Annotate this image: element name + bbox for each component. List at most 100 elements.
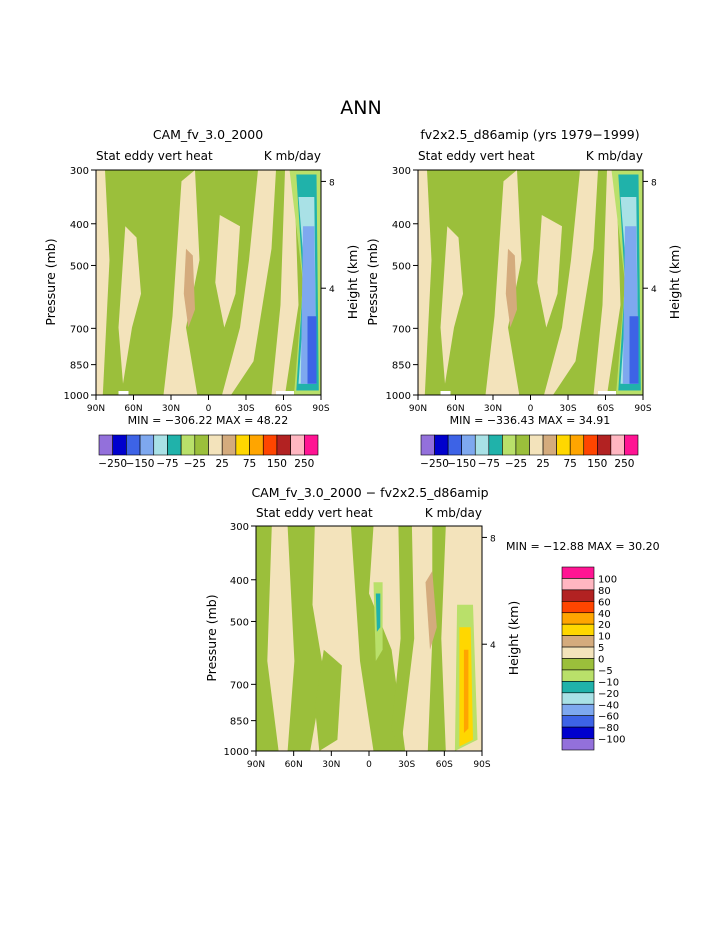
panel-1-ylabel-right: Height (km) <box>345 245 360 319</box>
panel-2-axes: 300 400 500 700 850 1000 8 4 90N 60N 30N 0 30S 60S 90S <box>386 166 657 414</box>
latitude-tick-label: 0 <box>366 760 372 770</box>
colorbar-label: −80 <box>598 723 619 734</box>
colorbar-label: −25 <box>505 458 527 470</box>
colorbar-swatch <box>561 692 595 705</box>
latitude-tick-label: 30N <box>484 404 502 414</box>
colorbar-label: 5 <box>598 643 604 654</box>
field-cream-equator <box>215 215 240 328</box>
pressure-tick-label: 1000 <box>386 391 411 402</box>
diff-band-equator <box>391 526 415 751</box>
colorbar-swatch <box>542 434 557 456</box>
colorbar-swatch <box>290 434 305 456</box>
field-cream-50s <box>593 170 621 395</box>
colorbar-label: 25 <box>536 458 549 470</box>
latitude-tick-label: 90N <box>247 760 265 770</box>
colorbar-label: −40 <box>598 700 619 711</box>
latitude-tick-label: 0 <box>528 404 534 414</box>
colorbar-swatch <box>461 434 476 456</box>
colorbar-swatch <box>561 726 595 739</box>
colorbar-swatch <box>624 434 639 456</box>
colorbar-label: 60 <box>598 597 611 608</box>
diff-band-60n <box>287 526 324 751</box>
panel-2-contour-fill <box>418 170 643 395</box>
panel-3-title: CAM_fv_3.0_2000 − fv2x2.5_d86amip <box>251 485 488 500</box>
field-cream-50s <box>271 170 299 395</box>
field-surface-gap-south <box>276 391 294 395</box>
panel-1-units-label: K mb/day <box>264 149 321 163</box>
colorbar-label: −60 <box>598 712 619 723</box>
colorbar-swatch <box>597 434 612 456</box>
latitude-tick-label: 60N <box>124 404 142 414</box>
colorbar-swatch <box>561 715 595 728</box>
latitude-tick-label: 60S <box>275 404 292 414</box>
colorbar-swatch <box>276 434 291 456</box>
pressure-tick-label: 400 <box>392 220 411 231</box>
height-tick-label: 4 <box>329 285 335 295</box>
field-cream-equator <box>537 215 562 328</box>
diff-band-polar-north <box>256 526 279 751</box>
field-cream-40n <box>485 170 522 395</box>
colorbar-swatch <box>561 738 595 751</box>
height-tick-label: 4 <box>651 285 657 295</box>
panel-1-colorbar: −250−150 −75 −25 25 75 150 250 <box>98 434 319 470</box>
latitude-tick-label: 30S <box>559 404 576 414</box>
colorbar-label: −20 <box>598 689 619 700</box>
height-tick-label: 8 <box>651 178 657 188</box>
panel-1-ylabel: Pressure (mb) <box>43 238 58 325</box>
height-tick-label: 8 <box>490 534 496 544</box>
diff-polar-south-orange <box>463 649 469 733</box>
panel-1-contour-fill <box>96 170 321 395</box>
colorbar-swatch <box>420 434 435 456</box>
pressure-tick-label: 700 <box>70 324 89 335</box>
colorbar-swatch <box>561 578 595 591</box>
colorbar-swatch <box>556 434 571 456</box>
field-tan-40n <box>183 248 195 328</box>
field-cream-polar <box>96 170 110 395</box>
colorbar-swatch <box>249 434 264 456</box>
panel-1-axes: 300 400 500 700 850 1000 8 4 90N 60N 30N 0 30S 60S 90S <box>64 166 335 414</box>
colorbar-label: 40 <box>598 609 611 620</box>
height-tick-label: 8 <box>329 178 335 188</box>
latitude-tick-label: 0 <box>206 404 212 414</box>
colorbar-swatch <box>208 434 223 456</box>
colorbar-label: −10 <box>598 677 619 688</box>
latitude-tick-label: 90N <box>87 404 105 414</box>
colorbar-label: −250 <box>98 458 127 470</box>
colorbar-swatch <box>561 612 595 625</box>
pressure-tick-label: 700 <box>230 680 249 691</box>
field-polar-blue <box>307 316 317 384</box>
panel-3-units-label: K mb/day <box>425 506 482 520</box>
panel-1: CAM_fv_3.0_2000 Stat eddy vert heat K mb… <box>43 127 360 470</box>
panel-3-stats: MIN = −12.88 MAX = 30.20 <box>506 540 660 553</box>
colorbar-swatch <box>561 681 595 694</box>
colorbar-label: 75 <box>564 458 577 470</box>
colorbar-label: −5 <box>598 666 613 677</box>
panel-2-title: fv2x2.5_d86amip (yrs 1979−1999) <box>420 127 639 142</box>
pressure-tick-label: 400 <box>230 576 249 587</box>
colorbar-label: −150 <box>447 458 476 470</box>
latitude-tick-label: 90S <box>473 760 490 770</box>
pressure-tick-label: 850 <box>70 361 89 372</box>
colorbar-swatch <box>447 434 462 456</box>
pressure-tick-label: 500 <box>230 617 249 628</box>
pressure-tick-label: 500 <box>392 261 411 272</box>
colorbar-label: 250 <box>614 458 634 470</box>
latitude-tick-label: 30N <box>162 404 180 414</box>
field-cream-70n <box>440 226 463 384</box>
pressure-tick-label: 1000 <box>64 391 89 402</box>
colorbar-swatch <box>167 434 182 456</box>
colorbar-swatch <box>561 589 595 602</box>
panel-2-ylabel: Pressure (mb) <box>365 238 380 325</box>
panel-3-variable-label: Stat eddy vert heat <box>256 506 373 520</box>
colorbar-swatch <box>515 434 530 456</box>
field-cream-tropics-south <box>544 170 598 395</box>
pressure-tick-label: 300 <box>230 522 249 533</box>
field-surface-gap <box>440 391 451 395</box>
field-surface-gap-south <box>598 391 616 395</box>
colorbar-label: 250 <box>294 458 314 470</box>
latitude-tick-label: 60S <box>597 404 614 414</box>
colorbar-swatch <box>180 434 196 456</box>
pressure-tick-label: 400 <box>70 220 89 231</box>
latitude-tick-label: 60N <box>446 404 464 414</box>
panel-3-axes: 300 400 500 700 850 1000 8 4 90N 60N 30N 0 30S 60S 90S <box>224 522 496 770</box>
